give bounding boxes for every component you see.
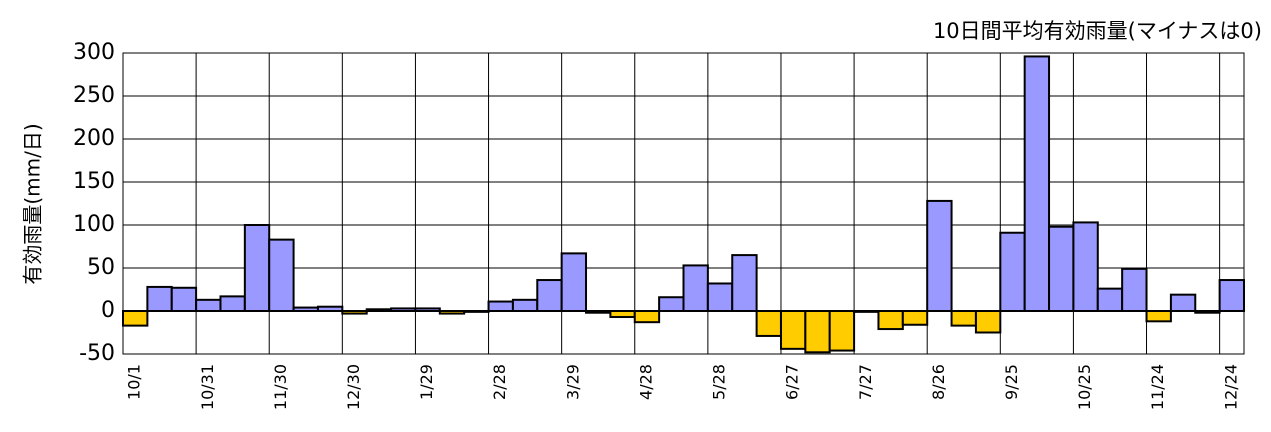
x-tick-label: 2/28: [490, 364, 509, 400]
y-tick-label: 100: [73, 212, 115, 237]
bar: [122, 310, 149, 327]
x-tick-label: 1/29: [417, 364, 436, 400]
bar: [1072, 221, 1099, 312]
bar: [1169, 293, 1197, 313]
bar: [1096, 287, 1124, 313]
bar: [146, 285, 173, 313]
x-tick-label: 7/27: [856, 364, 875, 400]
y-tick-label: -50: [79, 341, 115, 366]
x-tick-label: 12/30: [344, 364, 363, 410]
y-tick-label: 150: [73, 169, 115, 194]
bar: [1145, 310, 1172, 323]
bar: [706, 282, 734, 313]
bar: [1218, 279, 1246, 313]
bar: [292, 306, 319, 312]
x-tick-label: 6/27: [783, 364, 802, 400]
x-tick-label: 8/26: [929, 364, 948, 400]
bar: [536, 279, 563, 313]
bar: [877, 310, 904, 331]
y-tick-label: 50: [87, 255, 115, 280]
bar: [901, 310, 929, 326]
bar: [170, 286, 198, 312]
x-tick-label: 11/24: [1148, 364, 1167, 410]
bar: [633, 310, 661, 324]
bar: [779, 310, 807, 350]
x-tick-label: 10/25: [1075, 364, 1094, 410]
bar: [950, 310, 977, 327]
bar: [243, 224, 271, 312]
bar: [804, 310, 831, 354]
y-tick-label: 200: [73, 126, 115, 151]
bar: [609, 310, 636, 319]
bar: [195, 298, 222, 313]
y-tick-label: 0: [101, 298, 115, 323]
chart-title: 10日間平均有効雨量(マイナスは0): [933, 19, 1262, 43]
x-tick-label: 12/24: [1221, 364, 1240, 410]
bar: [926, 199, 953, 312]
bar: [974, 310, 1002, 334]
y-tick-label: 250: [73, 83, 115, 108]
bar: [268, 238, 295, 312]
x-tick-label: 11/30: [271, 364, 290, 410]
bar: [1121, 267, 1148, 312]
x-tick-label: 9/25: [1002, 364, 1021, 400]
bar: [219, 295, 246, 313]
x-tick-label: 10/1: [125, 364, 144, 400]
bar: [682, 264, 709, 313]
x-tick-label: 3/29: [563, 364, 582, 400]
y-tick-label: 300: [73, 40, 115, 65]
bar: [755, 310, 782, 337]
x-tick-label: 5/28: [710, 364, 729, 400]
bar: [316, 305, 344, 313]
bar: [560, 252, 588, 313]
bar: [511, 298, 539, 313]
bar: [658, 296, 685, 312]
bar: [731, 254, 758, 313]
x-tick-label: 4/28: [636, 364, 655, 400]
bar: [1023, 55, 1051, 312]
x-tick-label: 10/31: [198, 364, 217, 410]
bar: [487, 300, 514, 313]
bar: [828, 310, 856, 352]
bar: [999, 231, 1026, 313]
y-axis-label: 有効雨量(mm/日): [21, 123, 45, 284]
bar: [1048, 225, 1075, 312]
